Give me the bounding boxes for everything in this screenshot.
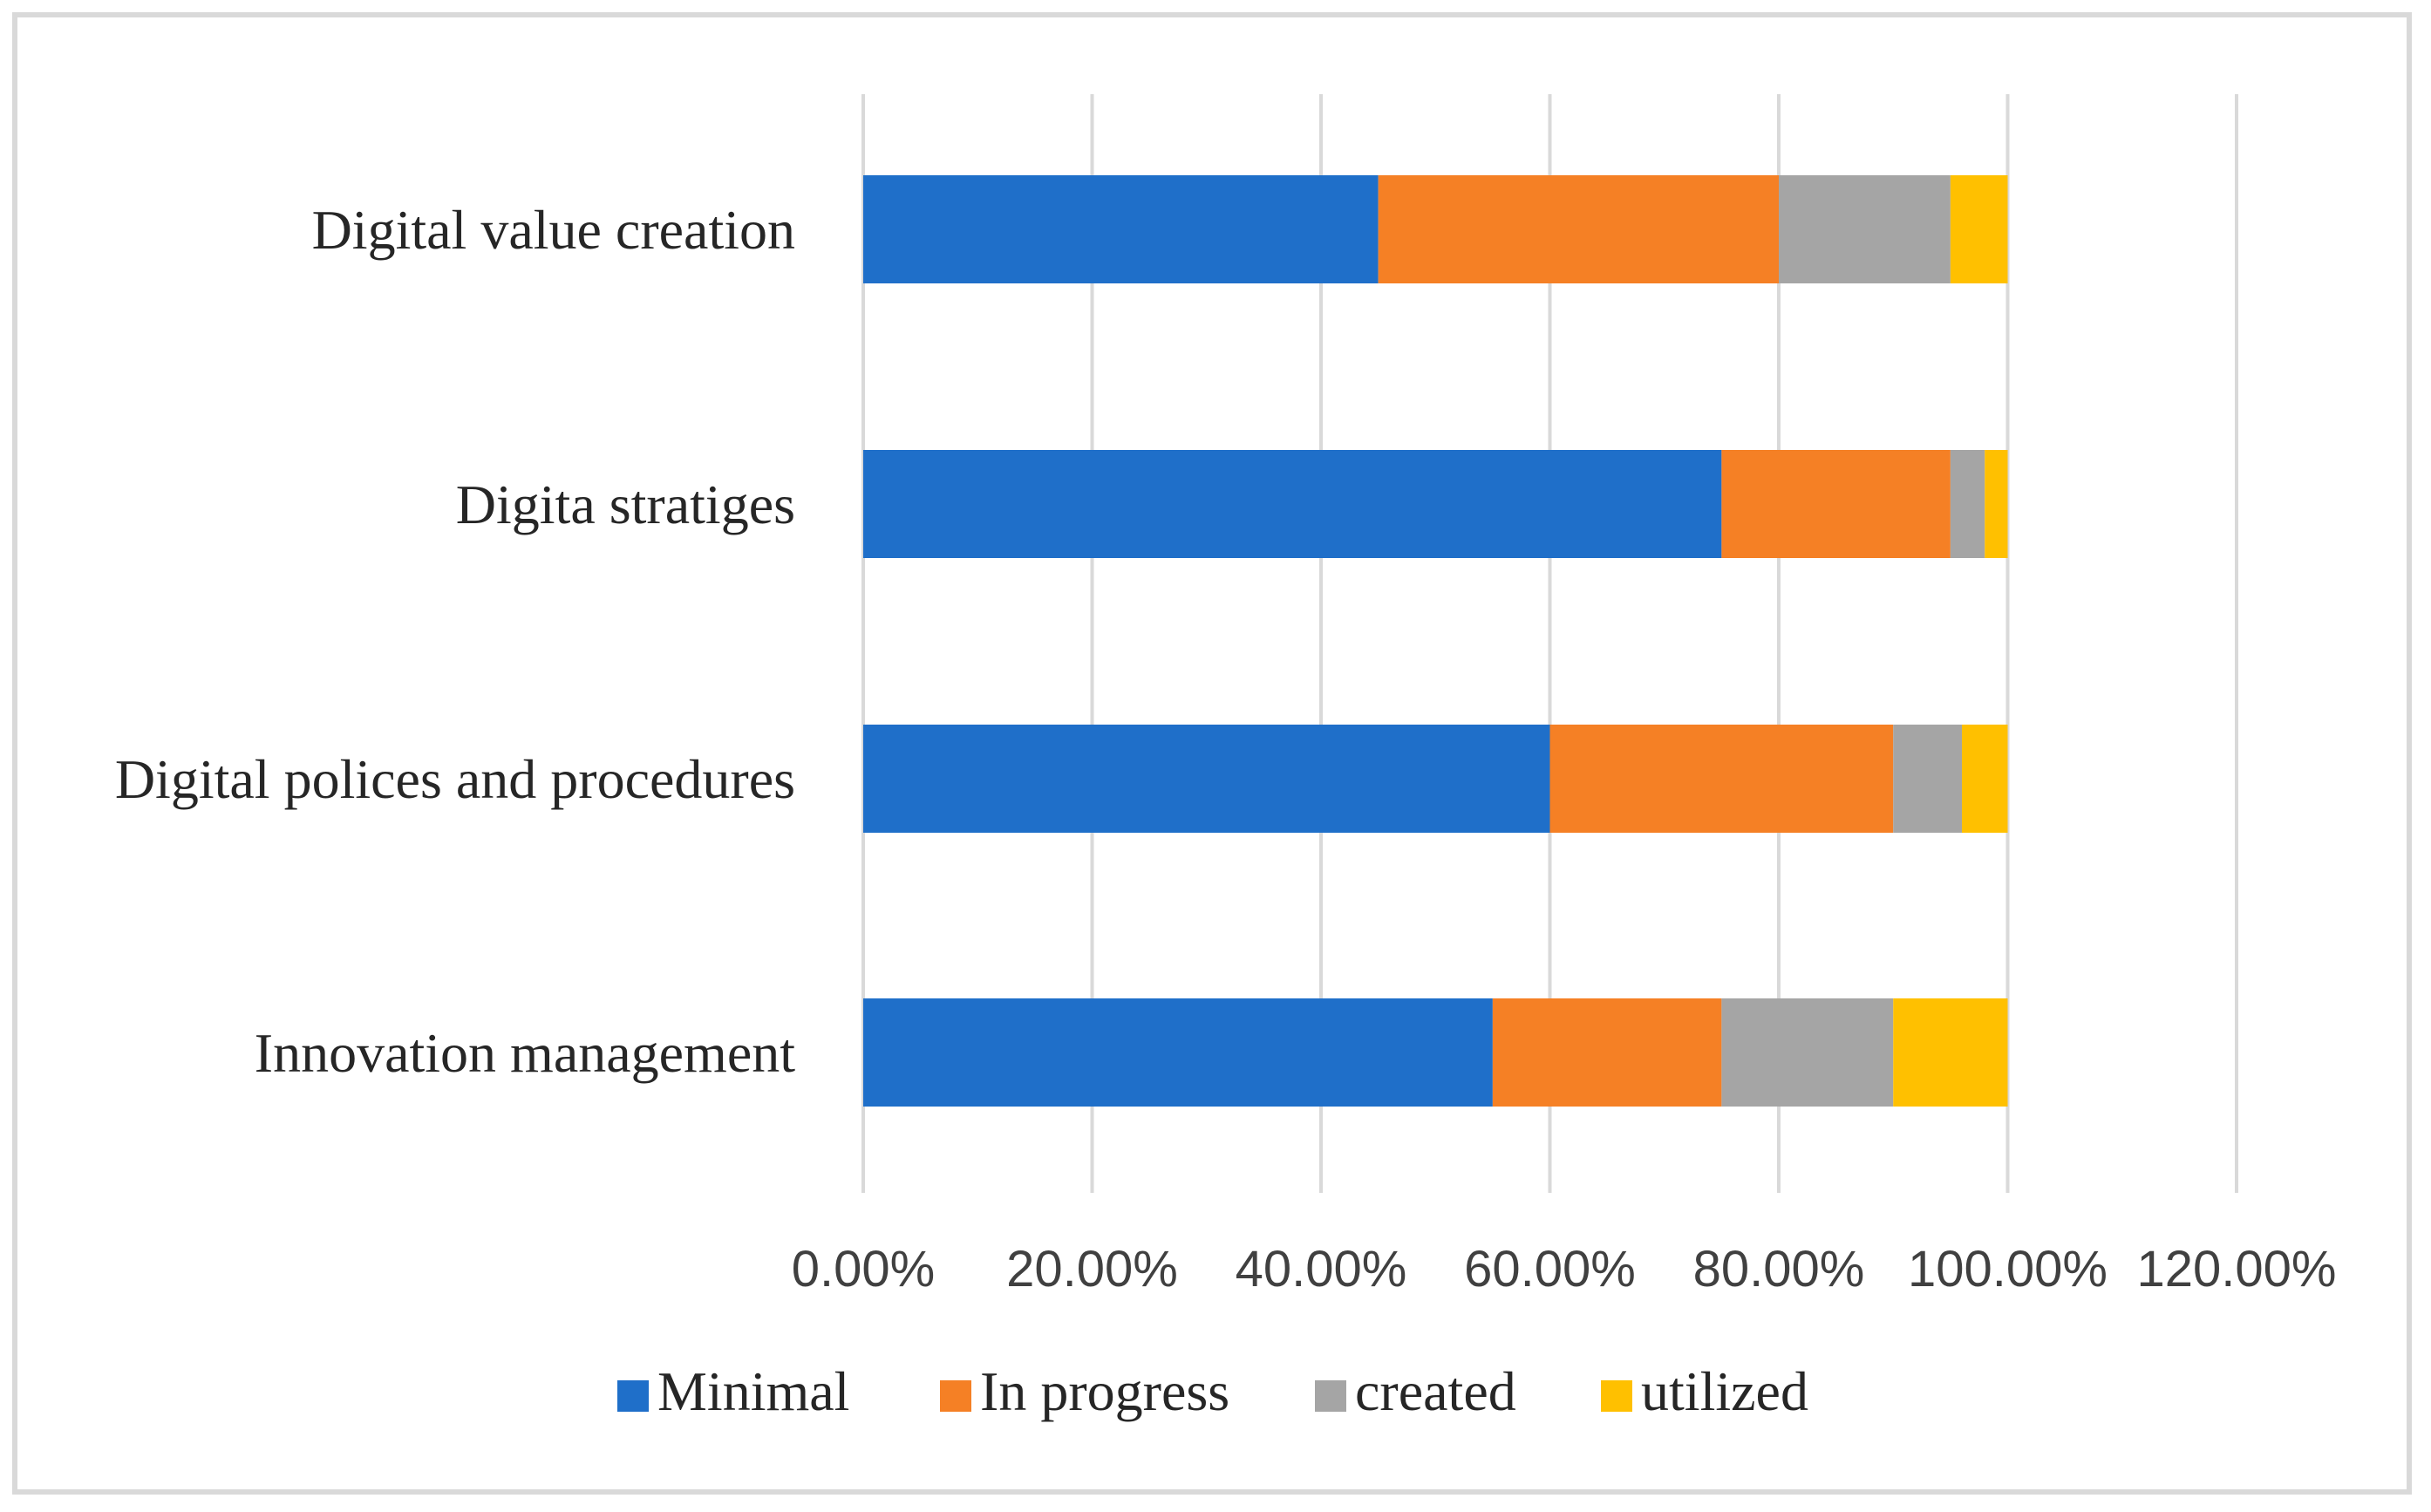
category-label: Innovation management <box>255 1022 795 1084</box>
category-label: Digital polices and procedures <box>115 748 795 810</box>
legend-swatch <box>1315 1380 1346 1412</box>
bar-segment-in-progress <box>1378 175 1779 283</box>
x-tick-label: 100.00% <box>1908 1241 2108 1297</box>
legend-swatch <box>1601 1380 1632 1412</box>
legend-label: created <box>1355 1360 1516 1422</box>
bar-segment-in-progress <box>1492 998 1722 1107</box>
bars <box>863 175 2008 1107</box>
x-tick-label: 120.00% <box>2137 1241 2337 1297</box>
bar-segment-minimal <box>863 450 1722 558</box>
x-tick-label: 40.00% <box>1236 1241 1407 1297</box>
legend-label: utilized <box>1641 1360 1808 1422</box>
legend-label: Minimal <box>657 1360 849 1422</box>
x-tick-label: 60.00% <box>1464 1241 1636 1297</box>
category-label: Digital value creation <box>312 199 795 261</box>
category-label: Digita stratiges <box>456 473 795 535</box>
bar-segment-utilized <box>1950 175 2008 283</box>
legend-label: In progress <box>980 1360 1229 1422</box>
legend-swatch <box>617 1380 649 1412</box>
bar-segment-created <box>1950 450 1985 558</box>
x-tick-label: 80.00% <box>1693 1241 1865 1297</box>
x-axis-tick-labels: 0.00% 20.00% 40.00% 60.00% 80.00% 100.00% 120.… <box>792 1241 2337 1297</box>
bar-segment-created <box>1779 175 1951 283</box>
bar-segment-in-progress <box>1721 450 1951 558</box>
bar-segment-minimal <box>863 998 1493 1107</box>
legend-swatch <box>940 1380 971 1412</box>
category-labels: Digital value creation Digita stratiges Di… <box>115 199 795 1084</box>
bar-segment-created <box>1893 725 1962 833</box>
bar-segment-minimal <box>863 175 1379 283</box>
x-tick-label: 20.00% <box>1006 1241 1178 1297</box>
bar-segment-minimal <box>863 725 1550 833</box>
bar-segment-utilized <box>1985 450 2008 558</box>
legend: Minimal In progress created utilized <box>617 1360 1808 1422</box>
bar-segment-in-progress <box>1549 725 1894 833</box>
bar-segment-created <box>1721 998 1894 1107</box>
x-tick-label: 0.00% <box>792 1241 935 1297</box>
bar-segment-utilized <box>1962 725 2008 833</box>
bar-segment-utilized <box>1893 998 2008 1107</box>
